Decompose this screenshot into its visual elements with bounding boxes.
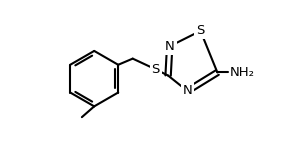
Text: N: N — [165, 40, 174, 53]
Text: S: S — [196, 24, 205, 37]
Text: NH₂: NH₂ — [230, 66, 255, 79]
Text: N: N — [182, 84, 192, 97]
Text: S: S — [152, 63, 160, 76]
